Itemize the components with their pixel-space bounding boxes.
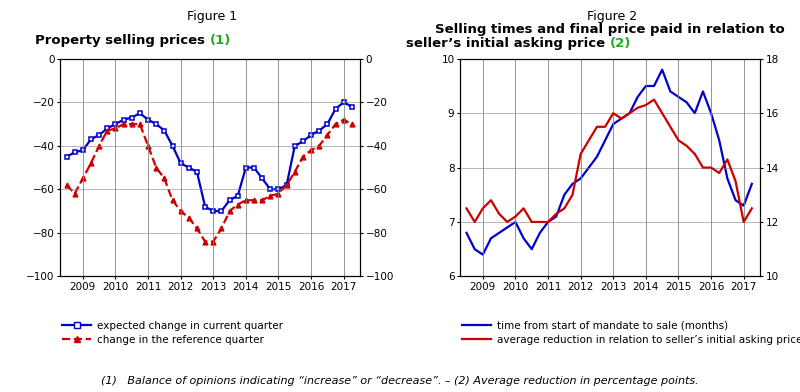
Text: seller’s initial asking price: seller’s initial asking price — [406, 37, 610, 50]
Legend: time from start of mandate to sale (months), average reduction in relation to se: time from start of mandate to sale (mont… — [462, 321, 800, 345]
Text: Property selling prices: Property selling prices — [35, 34, 210, 47]
Text: Figure 1: Figure 1 — [187, 10, 237, 23]
Legend: expected change in current quarter, change in the reference quarter: expected change in current quarter, chan… — [62, 321, 282, 345]
Text: Selling times and final price paid in relation to: Selling times and final price paid in re… — [435, 23, 785, 36]
Text: (1): (1) — [210, 34, 231, 47]
Text: (1)   Balance of opinions indicating “increase” or “decrease”. – (2) Average red: (1) Balance of opinions indicating “incr… — [101, 376, 699, 386]
Text: (2): (2) — [610, 37, 631, 50]
Text: Figure 2: Figure 2 — [587, 10, 637, 23]
